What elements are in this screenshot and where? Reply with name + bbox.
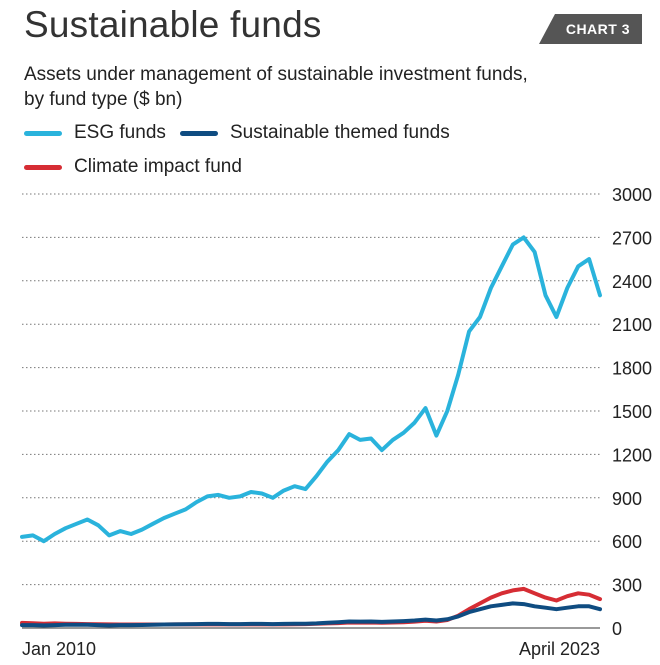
legend-item-esg: ESG funds [24,122,166,144]
y-tick-label: 300 [612,576,642,596]
legend-item-climate: Climate impact fund [24,156,242,178]
legend-swatch-climate [24,164,62,170]
legend-label-climate: Climate impact fund [74,156,242,177]
y-tick-label: 2700 [612,228,652,248]
series-line-climate-impact-fund [20,586,602,627]
y-tick-label: 3000 [612,185,652,205]
chart-subtitle: Assets under management of sustainable i… [24,62,624,112]
badge-label: CHART 3 [565,21,630,37]
y-tick-label: 0 [612,619,622,639]
legend-swatch-esg [24,130,62,136]
y-tick-label: 1800 [612,359,652,379]
badge-shape [539,14,642,44]
y-tick-label: 2100 [612,315,652,335]
y-tick-label: 1500 [612,402,652,422]
subtitle-line-2: by fund type ($ bn) [24,89,183,110]
x-end-label: April 2023 [519,639,600,659]
legend-label-themed: Sustainable themed funds [230,122,450,143]
series-line-esg-funds [20,235,602,544]
y-tick-label: 600 [612,532,642,552]
legend-swatch-themed [180,130,218,136]
legend-label-esg: ESG funds [74,122,166,143]
y-tick-label: 900 [612,489,642,509]
y-tick-label: 2400 [612,272,652,292]
chart-badge: CHART 3 [539,14,642,44]
x-start-label: Jan 2010 [22,639,96,659]
legend-item-themed: Sustainable themed funds [180,122,450,144]
chart-title: Sustainable funds [24,4,322,45]
subtitle-line-1: Assets under management of sustainable i… [24,64,528,85]
y-tick-label: 1200 [612,445,652,465]
series-line-sustainable-themed-funds [20,601,602,628]
